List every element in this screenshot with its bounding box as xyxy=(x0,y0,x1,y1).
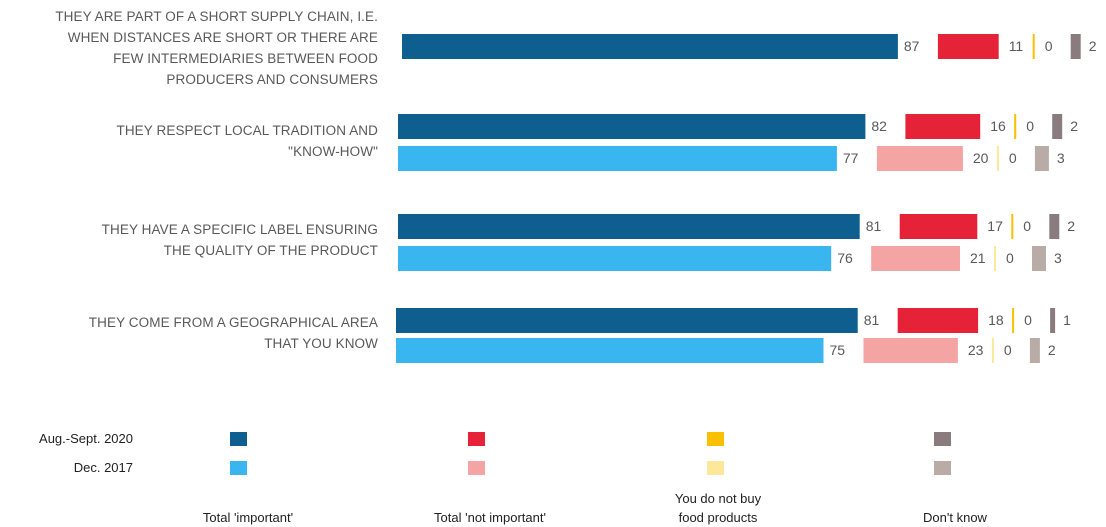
value-label-not-important: 20 xyxy=(973,150,989,166)
legend-category-line: Total 'not important' xyxy=(434,510,546,525)
value-label-do-not-buy: 0 xyxy=(1006,250,1014,266)
value-label-important: 76 xyxy=(837,250,853,266)
category-label-line: THEY RESPECT LOCAL TRADITION AND xyxy=(116,123,378,138)
legend-category-label: Total 'not important' xyxy=(380,508,600,527)
value-label-not-important: 21 xyxy=(970,250,986,266)
legend-series-label: Dec. 2017 xyxy=(73,460,133,475)
legend-swatch xyxy=(230,461,247,475)
value-label-dont-know: 1 xyxy=(1063,312,1071,328)
category-label-line: WHEN DISTANCES ARE SHORT OR THERE ARE xyxy=(67,30,378,45)
category-label-line: THE QUALITY OF THE PRODUCT xyxy=(163,243,378,258)
legend-swatch xyxy=(468,461,485,475)
legend-swatch xyxy=(934,461,951,475)
category-label-line: THEY COME FROM A GEOGRAPHICAL AREA xyxy=(88,315,378,330)
category-label: THEY COME FROM A GEOGRAPHICAL AREA THAT Y… xyxy=(0,312,378,354)
bar-dont-know xyxy=(1034,146,1049,171)
bar-important xyxy=(402,34,898,59)
value-label-important: 87 xyxy=(904,38,920,54)
value-label-important: 75 xyxy=(830,342,846,358)
legend-category-label: You do not buy food products xyxy=(608,489,828,527)
bar-do-not-buy xyxy=(1012,308,1015,333)
legend-category-line: You do not buy xyxy=(674,491,762,506)
legend-category-label: Total 'important' xyxy=(138,508,358,527)
value-label-important: 82 xyxy=(871,118,887,134)
value-label-do-not-buy: 0 xyxy=(1045,38,1053,54)
bar-important xyxy=(398,114,866,139)
bar-do-not-buy xyxy=(994,246,996,271)
value-label-not-important: 23 xyxy=(968,342,984,358)
bar-not-important xyxy=(897,308,979,333)
legend-swatch xyxy=(230,432,247,446)
bar-dont-know xyxy=(1070,34,1081,59)
category-label-line: "KNOW-HOW" xyxy=(288,144,378,159)
bar-not-important xyxy=(863,338,958,363)
legend-category-line: food products xyxy=(678,510,758,525)
category-label-line: THEY HAVE A SPECIFIC LABEL ENSURING xyxy=(101,222,378,237)
category-label: THEY HAVE A SPECIFIC LABEL ENSURING THE Q… xyxy=(0,219,378,261)
value-label-dont-know: 2 xyxy=(1048,342,1056,358)
bar-important xyxy=(398,214,860,239)
category-label: THEY RESPECT LOCAL TRADITION AND "KNOW-HO… xyxy=(0,120,378,162)
category-label: THEY ARE PART OF A SHORT SUPPLY CHAIN, I… xyxy=(0,6,378,90)
legend-swatch xyxy=(468,432,485,446)
value-label-dont-know: 2 xyxy=(1067,218,1075,234)
value-label-not-important: 11 xyxy=(1009,38,1024,54)
value-label-do-not-buy: 0 xyxy=(1024,312,1032,328)
bar-do-not-buy xyxy=(996,146,999,171)
value-label-do-not-buy: 0 xyxy=(1004,342,1012,358)
bar-do-not-buy xyxy=(1032,34,1035,59)
value-label-dont-know: 2 xyxy=(1089,38,1097,54)
value-label-do-not-buy: 0 xyxy=(1009,150,1017,166)
bar-important xyxy=(396,338,824,363)
value-label-important: 77 xyxy=(843,150,859,166)
legend-category-label: Don't know xyxy=(845,508,1065,527)
bar-dont-know xyxy=(1032,246,1046,271)
bar-do-not-buy xyxy=(1014,114,1017,139)
bar-important xyxy=(398,246,832,271)
legend-series-label: Aug.-Sept. 2020 xyxy=(39,431,133,446)
bar-dont-know xyxy=(1049,214,1060,239)
legend-category-line: Don't know xyxy=(923,510,987,525)
value-label-not-important: 16 xyxy=(990,118,1006,134)
legend-swatch xyxy=(934,432,951,446)
category-label-line: PRODUCERS AND CONSUMERS xyxy=(166,72,378,87)
bar-dont-know xyxy=(1029,338,1040,363)
bar-dont-know xyxy=(1050,308,1056,333)
bar-dont-know xyxy=(1052,114,1063,139)
value-label-do-not-buy: 0 xyxy=(1023,218,1031,234)
bar-do-not-buy xyxy=(991,338,994,363)
bar-not-important xyxy=(937,34,999,59)
value-label-dont-know: 2 xyxy=(1070,118,1078,134)
value-label-not-important: 18 xyxy=(988,312,1004,328)
legend-swatch xyxy=(707,432,724,446)
category-label-line: FEW INTERMEDIARIES BETWEEN FOOD xyxy=(113,51,378,66)
bar-not-important xyxy=(905,114,981,139)
legend-swatch xyxy=(707,461,724,475)
value-label-dont-know: 3 xyxy=(1054,250,1062,266)
bar-do-not-buy xyxy=(1011,214,1014,239)
bar-not-important xyxy=(899,214,978,239)
category-label-line: THEY ARE PART OF A SHORT SUPPLY CHAIN, I… xyxy=(55,9,378,24)
value-label-important: 81 xyxy=(864,312,880,328)
value-label-important: 81 xyxy=(866,218,882,234)
bar-not-important xyxy=(871,246,960,271)
bar-important xyxy=(398,146,837,171)
bar-not-important xyxy=(876,146,963,171)
bar-important xyxy=(396,308,858,333)
legend-category-line: Total 'important' xyxy=(202,510,294,525)
category-label-line: THAT YOU KNOW xyxy=(264,336,378,351)
value-label-not-important: 17 xyxy=(987,218,1003,234)
value-label-do-not-buy: 0 xyxy=(1026,118,1034,134)
value-label-dont-know: 3 xyxy=(1057,150,1065,166)
